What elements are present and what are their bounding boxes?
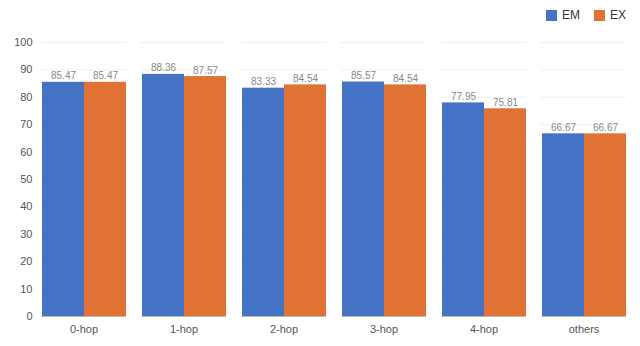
svg-text:84.54: 84.54 bbox=[293, 73, 318, 84]
svg-text:20: 20 bbox=[20, 255, 32, 267]
html-text:EX: EX bbox=[610, 8, 626, 22]
svg-text:70: 70 bbox=[20, 118, 32, 130]
svg-text:85.47: 85.47 bbox=[51, 70, 76, 81]
svg-text:66.67: 66.67 bbox=[551, 122, 576, 133]
svg-text:77.95: 77.95 bbox=[451, 91, 476, 102]
svg-text:4-hop: 4-hop bbox=[470, 323, 498, 335]
svg-text:30: 30 bbox=[20, 228, 32, 240]
svg-text:60: 60 bbox=[20, 146, 32, 158]
svg-text:80: 80 bbox=[20, 91, 32, 103]
svg-text:85.47: 85.47 bbox=[93, 70, 118, 81]
svg-text:66.67: 66.67 bbox=[593, 122, 618, 133]
svg-text:100: 100 bbox=[14, 36, 32, 48]
svg-text:0-hop: 0-hop bbox=[70, 323, 98, 335]
svg-text:88.36: 88.36 bbox=[151, 62, 176, 73]
svg-text:0: 0 bbox=[26, 310, 32, 322]
svg-text:87.57: 87.57 bbox=[193, 65, 218, 76]
svg-text:83.33: 83.33 bbox=[251, 76, 276, 87]
svg-text:2-hop: 2-hop bbox=[270, 323, 298, 335]
svg-text:3-hop: 3-hop bbox=[370, 323, 398, 335]
svg-text:1-hop: 1-hop bbox=[170, 323, 198, 335]
svg-text:10: 10 bbox=[20, 283, 32, 295]
html-text:EM: EM bbox=[562, 8, 580, 22]
svg-text:40: 40 bbox=[20, 200, 32, 212]
svg-text:50: 50 bbox=[20, 173, 32, 185]
svg-text:85.57: 85.57 bbox=[351, 70, 376, 81]
svg-text:84.54: 84.54 bbox=[393, 73, 418, 84]
svg-text:others: others bbox=[569, 323, 600, 335]
svg-text:75.81: 75.81 bbox=[493, 97, 518, 108]
svg-text:90: 90 bbox=[20, 63, 32, 75]
